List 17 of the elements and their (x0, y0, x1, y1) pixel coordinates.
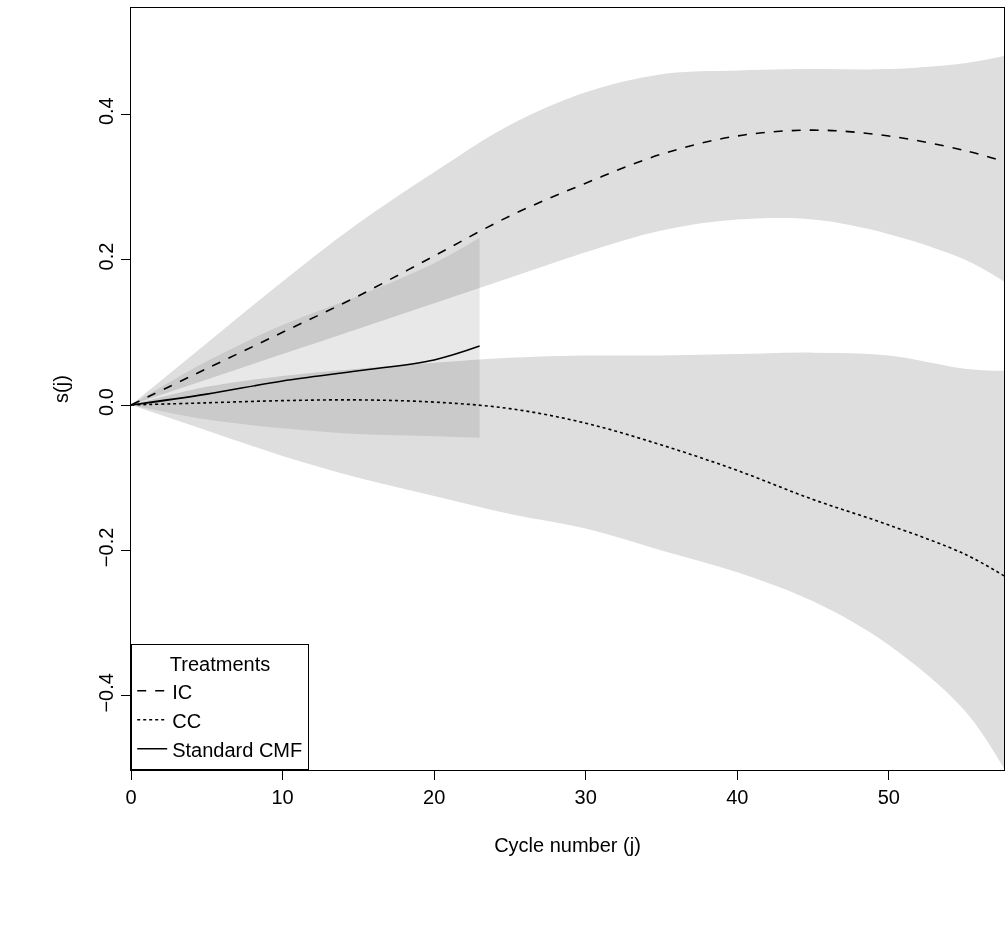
legend-label: IC (172, 680, 193, 703)
x-axis-title: Cycle number (j) (494, 833, 641, 856)
y-tick-label: 0.0 (94, 388, 117, 416)
x-tick-label: 0 (125, 786, 137, 809)
legend-label: CC (172, 709, 202, 732)
y-tick-label: 0.4 (94, 97, 117, 126)
y-axis-title: s(j) (50, 375, 73, 403)
y-tick-label: −0.2 (94, 527, 117, 568)
x-tick-label: 20 (423, 786, 446, 809)
x-tick-label: 50 (877, 786, 900, 809)
legend-label: Standard CMF (172, 738, 303, 761)
y-tick-label: −0.4 (94, 673, 117, 713)
y-tick-label: 0.2 (94, 242, 117, 271)
legend-title: Treatments (169, 653, 271, 676)
x-tick-label: 30 (574, 786, 597, 809)
x-tick-label: 10 (271, 786, 294, 809)
x-tick-label: 40 (726, 786, 749, 809)
